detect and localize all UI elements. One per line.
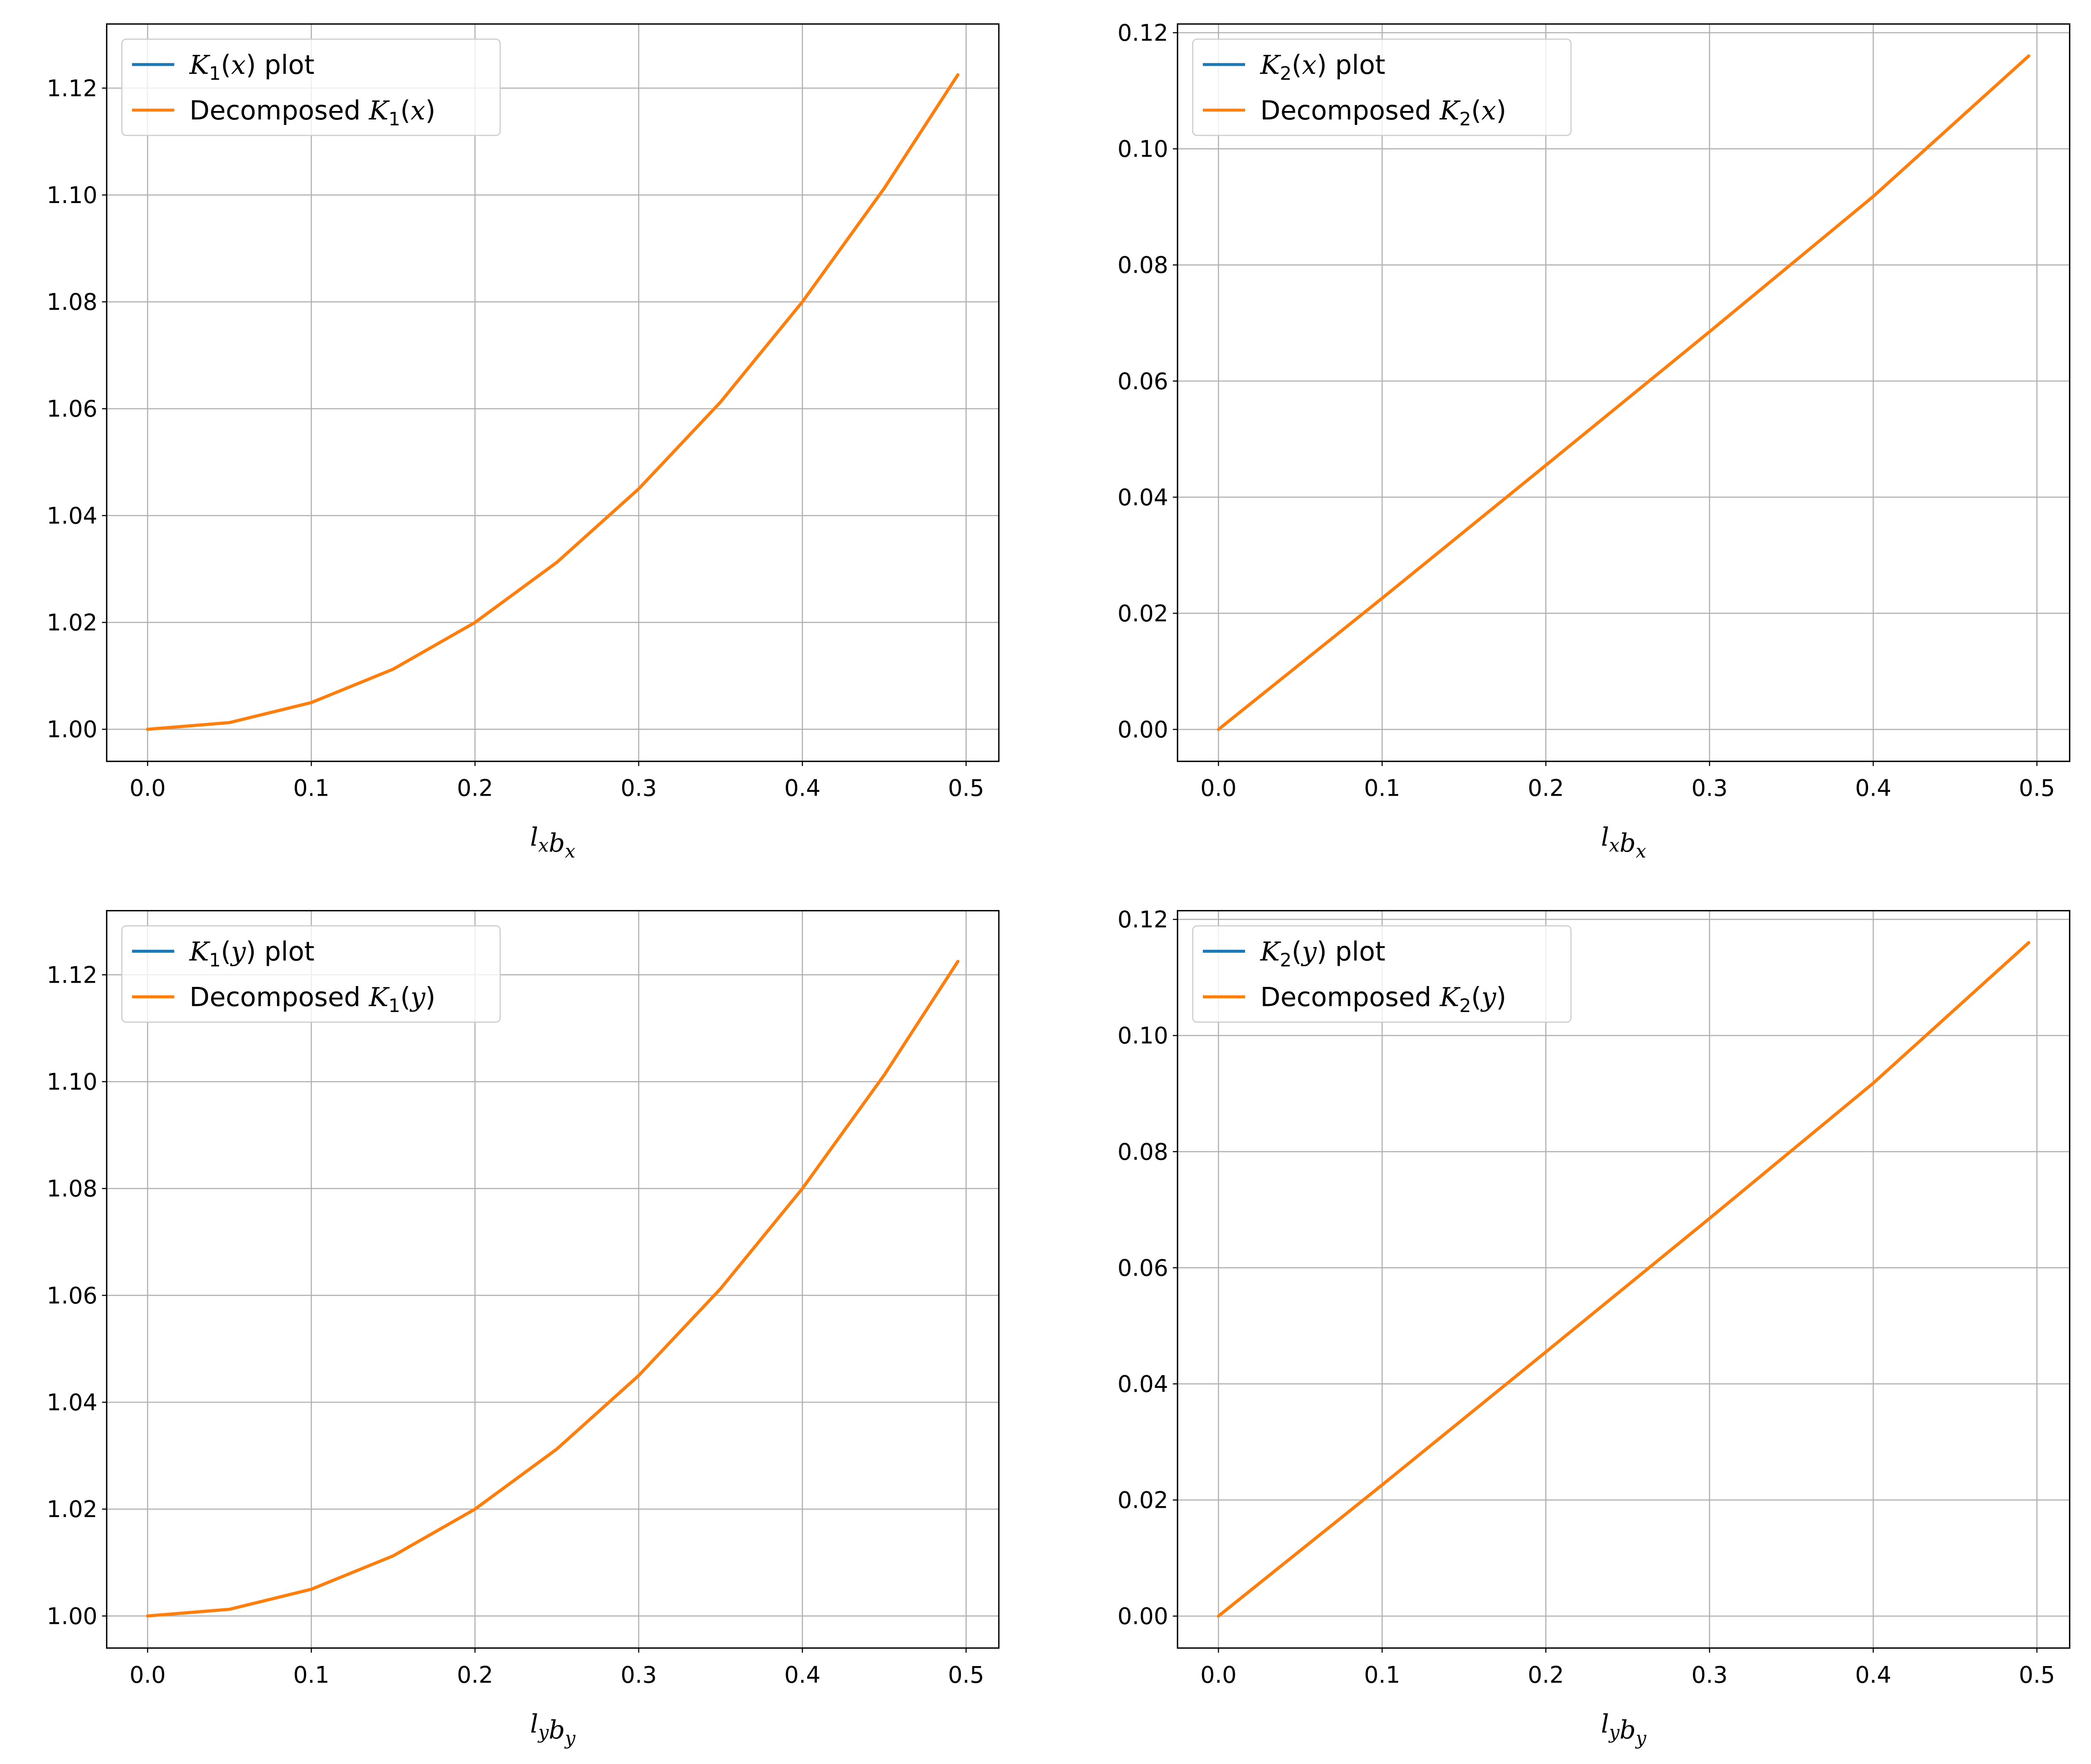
x-tick-label: 0.2 xyxy=(457,1661,493,1688)
y-tick-label: 1.08 xyxy=(46,1176,97,1202)
y-tick-label: 0.00 xyxy=(1117,1603,1168,1630)
series-line-plot xyxy=(1217,941,2030,1618)
chart-panel-2: 0.0 0.1 0.2 0.3 0.4 0.5 0.00 0.02 0.04 0.06 0.08 0.… xyxy=(1117,19,2071,862)
plot-frame xyxy=(1177,23,2071,762)
series-line-decomposed xyxy=(146,959,960,1618)
y-tick-label: 0.00 xyxy=(1117,716,1168,743)
x-tick-label: 0.1 xyxy=(293,1661,329,1688)
y-tick-label: 1.04 xyxy=(46,1389,97,1416)
y-tick-label: 0.04 xyxy=(1117,1371,1168,1397)
plot-frame xyxy=(106,910,1000,1649)
x-tick-label: 0.4 xyxy=(784,775,821,802)
legend-label: Decomposed K1(y) xyxy=(190,981,436,1016)
y-tick-label: 1.08 xyxy=(46,289,97,315)
legend-label: Decomposed K2(y) xyxy=(1260,981,1506,1016)
x-tick-label: 0.4 xyxy=(1855,1661,1891,1688)
plot-frame xyxy=(106,23,1000,762)
chart-panel-4: 0.0 0.1 0.2 0.3 0.4 0.5 0.00 0.02 0.04 0.06 0.08 0.… xyxy=(1117,906,2071,1749)
x-tick-label: 0.3 xyxy=(1691,1661,1728,1688)
series-line-decomposed xyxy=(1217,941,2031,1618)
legend-box xyxy=(121,925,501,1023)
legend-label: Decomposed K1(x) xyxy=(190,95,436,130)
legend-box xyxy=(1192,38,1572,136)
legend-box xyxy=(1192,925,1572,1023)
series-line-decomposed xyxy=(1217,54,2031,731)
y-tick-label: 0.12 xyxy=(1117,19,1168,46)
y-tick-label: 0.02 xyxy=(1117,600,1168,627)
y-tick-label: 1.10 xyxy=(46,182,97,209)
x-tick-label: 0.4 xyxy=(784,1661,821,1688)
legend: K1(x) plot Decomposed K1(x) xyxy=(121,38,501,136)
x-tick-label: 0.1 xyxy=(293,775,329,802)
x-tick-label: 0.1 xyxy=(1364,775,1400,802)
y-tick-label: 1.10 xyxy=(46,1069,97,1095)
y-tick-label: 1.02 xyxy=(46,610,97,636)
y-tick-label: 1.06 xyxy=(46,1282,97,1309)
y-tick-label: 1.00 xyxy=(46,1603,97,1629)
legend: K2(y) plot Decomposed K2(y) xyxy=(1192,925,1572,1023)
legend: K1(y) plot Decomposed K1(y) xyxy=(121,925,501,1023)
x-axis-label: lyby xyxy=(1601,1709,1646,1749)
legend-label: K2(y) plot xyxy=(1260,936,1385,971)
plot-frame xyxy=(1177,910,2071,1649)
y-tick-label: 0.02 xyxy=(1117,1487,1168,1514)
x-tick-label: 0.5 xyxy=(948,775,984,802)
x-tick-label: 0.3 xyxy=(621,775,657,802)
y-tick-label: 0.10 xyxy=(1117,1022,1168,1049)
x-tick-label: 0.2 xyxy=(1528,775,1564,802)
legend: K2(x) plot Decomposed K2(x) xyxy=(1192,38,1572,136)
x-tick-label: 0.2 xyxy=(457,775,493,802)
x-tick-label: 0.1 xyxy=(1364,1661,1400,1688)
x-tick-label: 0.0 xyxy=(1200,1661,1237,1688)
series-line-decomposed xyxy=(146,73,960,731)
y-tick-label: 0.06 xyxy=(1117,1255,1168,1281)
y-tick-label: 0.06 xyxy=(1117,368,1168,395)
legend-label: K2(x) plot xyxy=(1260,49,1385,84)
x-tick-label: 0.2 xyxy=(1528,1661,1564,1688)
chart-panel-1: 0.0 0.1 0.2 0.3 0.4 0.5 1.00 1.02 1.04 1.06 1.08 1.… xyxy=(46,23,1000,862)
chart-panel-3: 0.0 0.1 0.2 0.3 0.4 0.5 1.00 1.02 1.04 1.06 1.08 1.… xyxy=(46,910,1000,1749)
y-tick-label: 1.06 xyxy=(46,396,97,422)
x-axis-label: lxbx xyxy=(530,823,575,862)
y-tick-label: 0.08 xyxy=(1117,1138,1168,1165)
legend-box xyxy=(121,38,501,136)
y-tick-label: 0.08 xyxy=(1117,252,1168,279)
x-tick-label: 0.5 xyxy=(2019,775,2055,802)
legend-label: K1(y) plot xyxy=(189,936,315,971)
y-tick-label: 1.02 xyxy=(46,1496,97,1523)
x-axis-label: lxbx xyxy=(1601,823,1646,862)
series-line-plot xyxy=(146,73,959,731)
y-tick-label: 0.10 xyxy=(1117,136,1168,163)
x-tick-label: 0.3 xyxy=(1691,775,1728,802)
y-tick-label: 1.12 xyxy=(46,962,97,988)
series-line-plot xyxy=(146,960,959,1618)
x-axis-label: lyby xyxy=(530,1709,576,1749)
x-tick-label: 0.0 xyxy=(130,775,166,802)
x-tick-label: 0.4 xyxy=(1855,775,1891,802)
y-tick-label: 1.12 xyxy=(46,75,97,102)
x-tick-label: 0.5 xyxy=(948,1661,984,1688)
x-tick-label: 0.0 xyxy=(130,1661,166,1688)
x-tick-label: 0.5 xyxy=(2019,1661,2055,1688)
y-tick-label: 0.04 xyxy=(1117,484,1168,511)
y-tick-label: 1.00 xyxy=(46,716,97,743)
series-line-plot xyxy=(1217,54,2030,731)
y-tick-label: 0.12 xyxy=(1117,906,1168,933)
legend-label: K1(x) plot xyxy=(189,49,315,84)
legend-label: Decomposed K2(x) xyxy=(1260,95,1506,130)
x-tick-label: 0.0 xyxy=(1200,775,1237,802)
x-tick-label: 0.3 xyxy=(621,1661,657,1688)
y-tick-label: 1.04 xyxy=(46,502,97,529)
